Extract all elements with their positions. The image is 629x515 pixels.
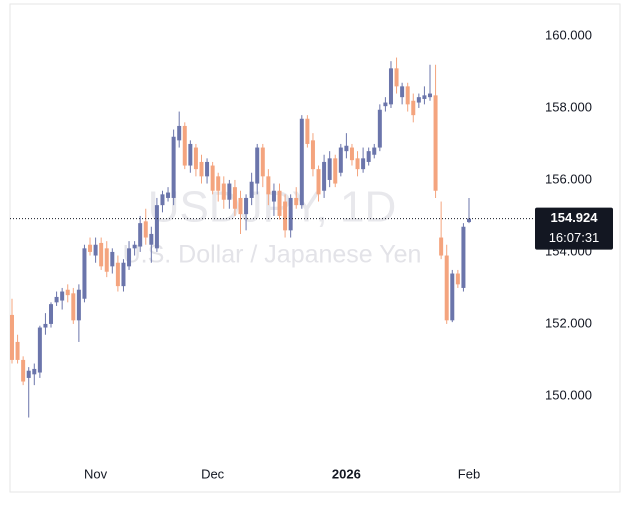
candle-body	[394, 68, 399, 87]
candle-body	[271, 190, 276, 202]
candle-body	[255, 147, 260, 184]
price-label-box	[535, 207, 613, 250]
candle-body	[366, 151, 371, 162]
candle-body	[210, 165, 215, 191]
candle-body	[188, 143, 193, 166]
candle-body	[260, 147, 265, 177]
candle-body	[99, 242, 104, 267]
candle-body	[232, 187, 237, 209]
candle-body	[361, 158, 366, 170]
candle-body	[43, 323, 48, 328]
y-tick-label: 160.000	[545, 27, 592, 42]
candle-body	[76, 289, 81, 321]
candle-body	[143, 221, 148, 238]
candle-body	[405, 86, 410, 105]
candle-body	[132, 244, 137, 249]
candle-body	[388, 68, 393, 105]
candle-body	[54, 296, 59, 303]
candle-body	[277, 190, 282, 216]
candle-body	[115, 262, 120, 287]
candle-body	[444, 255, 449, 321]
candle-body	[439, 237, 444, 256]
candle-body	[10, 314, 14, 360]
candle-body	[316, 169, 321, 195]
price-time: 16:07:31	[549, 230, 600, 245]
candle-body	[37, 327, 42, 373]
candle-body	[427, 93, 432, 98]
candle-body	[377, 109, 382, 148]
candle-body	[221, 183, 226, 200]
candle-body	[238, 197, 243, 215]
candle-body	[249, 181, 254, 198]
y-tick-label: 150.000	[545, 387, 592, 402]
candle-body	[283, 201, 288, 231]
candle-body	[110, 251, 115, 267]
candle-body	[182, 125, 187, 166]
candle-body	[433, 95, 438, 191]
candle-body	[461, 226, 466, 288]
candle-body	[310, 140, 315, 170]
candle-body	[138, 223, 143, 247]
candle-body	[411, 100, 416, 116]
candle-body	[355, 158, 360, 170]
price-label: 154.924	[551, 210, 599, 225]
candle-body	[32, 368, 37, 375]
candle-body	[349, 147, 354, 161]
watermark-title: USDJPY, 1D	[148, 183, 397, 232]
candle-body	[166, 192, 171, 198]
candle-body	[322, 161, 327, 191]
candle-body	[299, 118, 304, 206]
x-tick-label: Dec	[201, 466, 225, 481]
y-tick-label: 152.000	[545, 315, 592, 330]
candle-body	[338, 147, 343, 173]
candle-body	[333, 158, 338, 184]
candle-body	[15, 341, 20, 360]
candle-body	[372, 147, 377, 155]
candle-body	[205, 161, 210, 177]
candle-body	[305, 118, 310, 144]
candle-body	[199, 161, 204, 177]
x-tick-label: 2026	[332, 466, 361, 481]
candle-body	[21, 359, 26, 382]
candle-body	[160, 194, 165, 206]
candle-body	[88, 244, 93, 252]
candle-body	[294, 197, 299, 206]
candle-body	[49, 304, 54, 324]
candle-body	[422, 95, 427, 99]
candle-body	[177, 125, 182, 141]
candle-body	[193, 147, 198, 170]
candle-body	[154, 205, 159, 249]
candle-body	[71, 293, 76, 321]
chart-frame	[9, 3, 621, 493]
y-tick-label: 156.000	[545, 171, 592, 186]
candle-body	[450, 273, 455, 321]
candle-body	[288, 197, 293, 231]
watermark-subtitle: U.S. Dollar / Japanese Yen	[123, 241, 422, 269]
candle-body	[266, 176, 271, 195]
candle-body	[455, 273, 460, 285]
candle-body	[60, 291, 65, 301]
candle-body	[344, 145, 349, 152]
candle-body	[149, 233, 154, 245]
candle-body	[416, 97, 421, 103]
candle-body	[26, 370, 31, 378]
candle-body	[400, 86, 405, 98]
candle-body	[171, 136, 176, 198]
candle-body	[65, 289, 70, 296]
y-tick-label: 158.000	[545, 99, 592, 114]
candle-body	[244, 197, 249, 215]
candle-body	[327, 158, 332, 180]
candle-body	[216, 176, 221, 191]
candle-body	[127, 248, 132, 267]
candle-body	[104, 248, 109, 272]
candle-body	[227, 183, 232, 200]
candle-body	[383, 102, 388, 107]
x-tick-label: Nov	[84, 466, 108, 481]
candle-body	[82, 248, 87, 299]
candle-body	[467, 218, 471, 223]
x-tick-label: Feb	[458, 466, 480, 481]
candle-body	[93, 244, 98, 256]
candle-body	[121, 262, 126, 287]
